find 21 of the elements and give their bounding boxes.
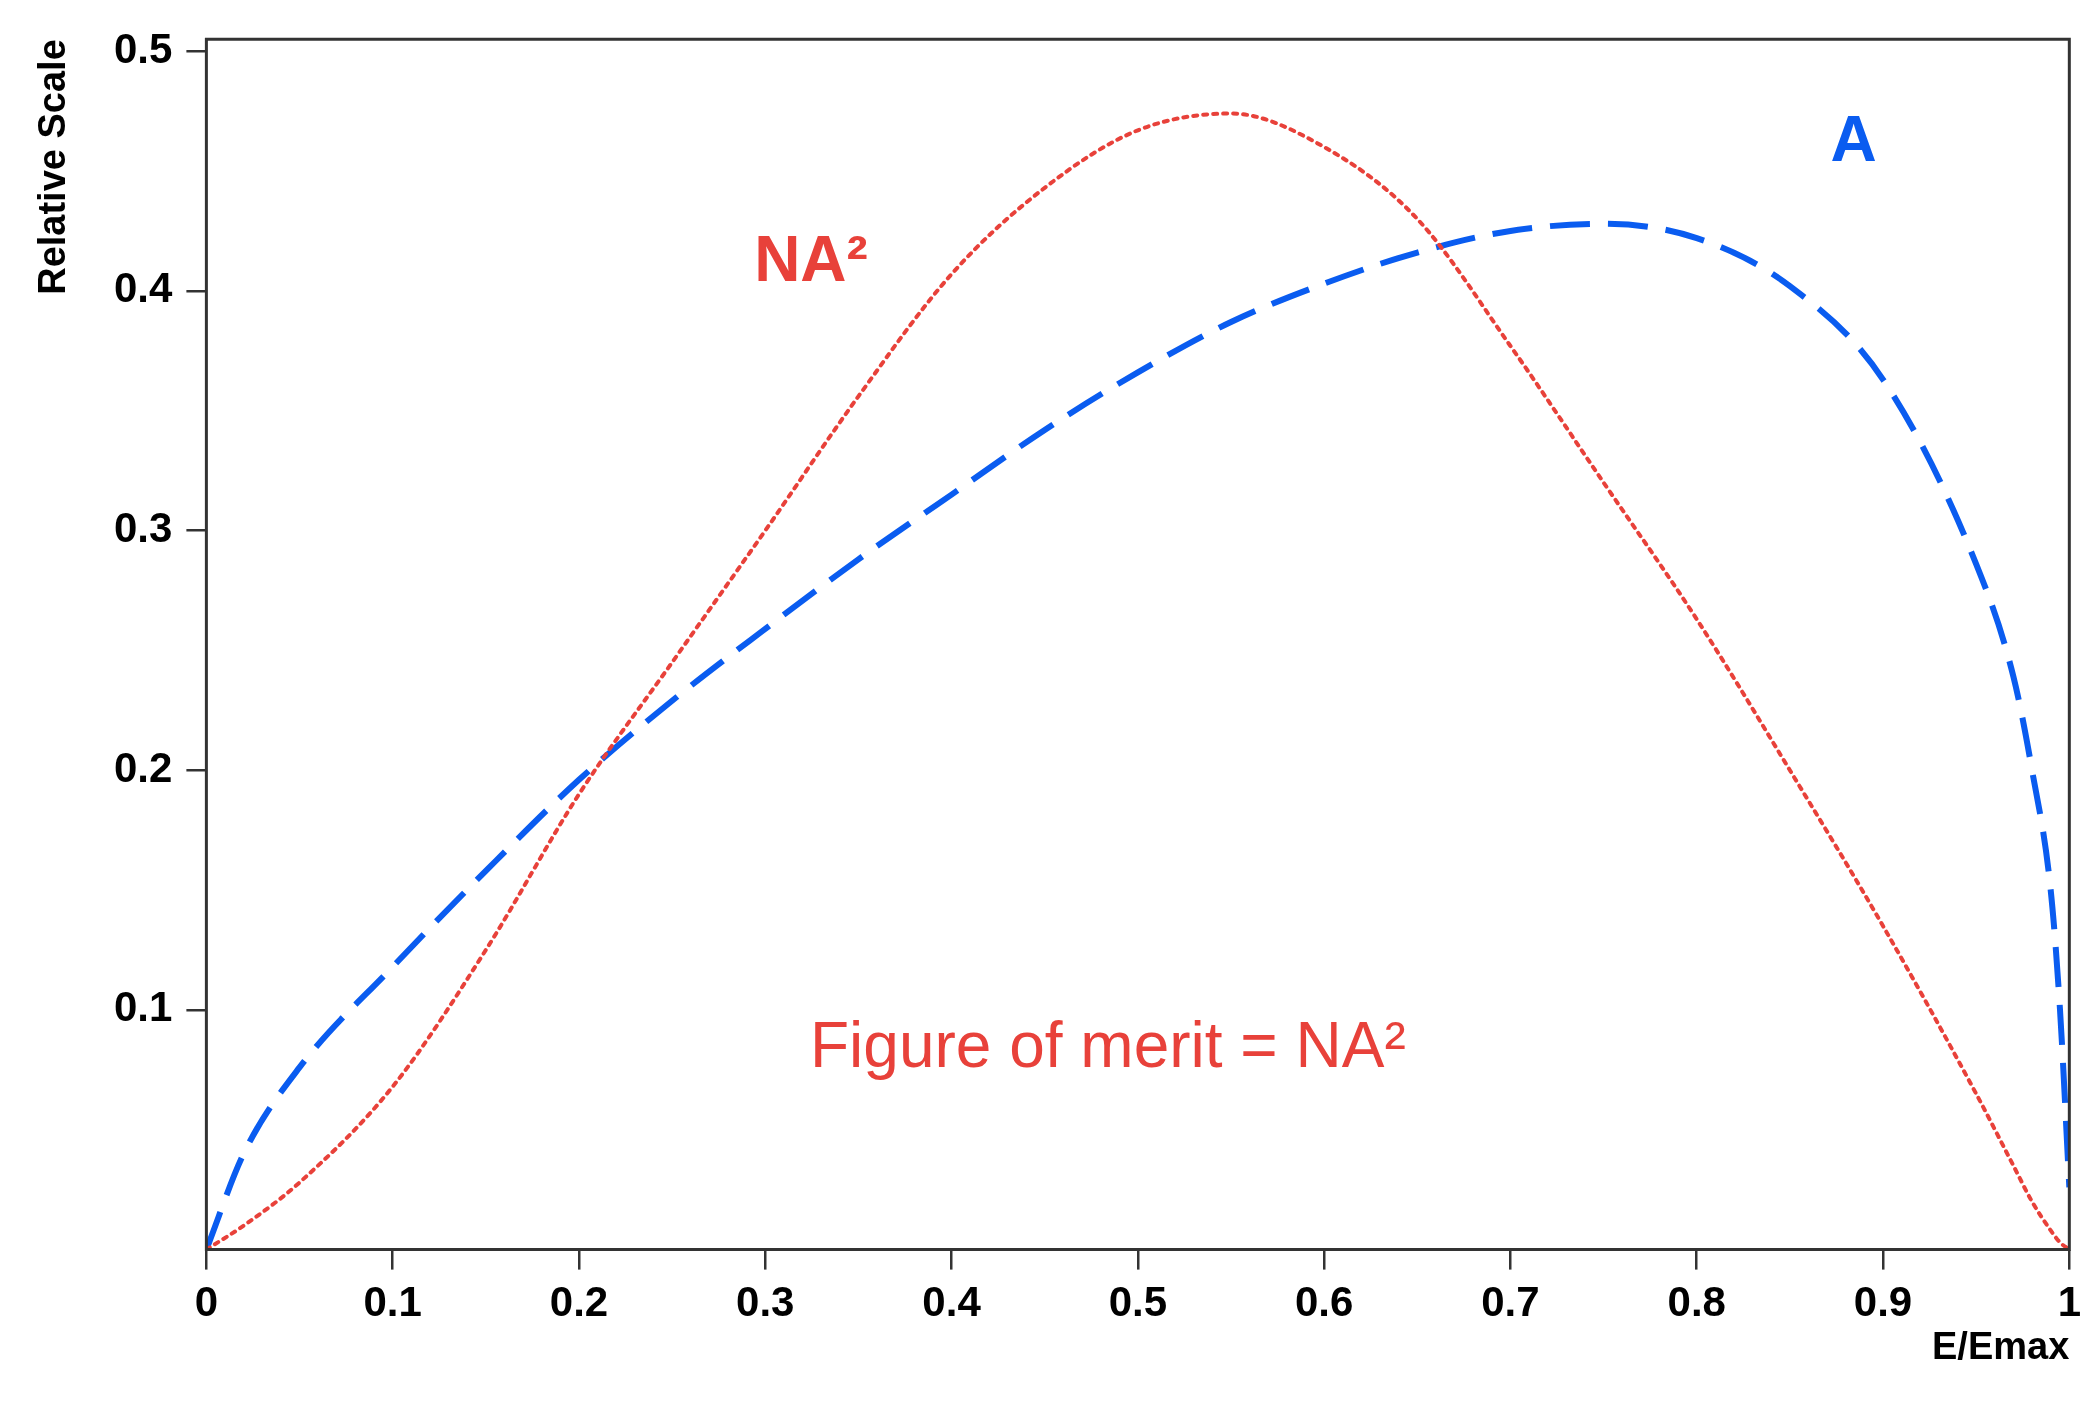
y-tick-label: 0.5: [114, 24, 173, 72]
x-tick-label: 0.4: [922, 1278, 982, 1326]
x-tick-label: 0.6: [1294, 1278, 1354, 1326]
x-tick-label: 0.5: [1108, 1278, 1168, 1326]
x-tick-label: 0: [194, 1278, 219, 1326]
x-tick-label: 0.1: [363, 1278, 422, 1326]
y-tick-label: 0.3: [114, 504, 173, 552]
annotation: Figure of merit = NA²: [809, 1009, 1406, 1082]
y-tick-label: 0.4: [114, 264, 174, 312]
series-label: A: [1830, 103, 1877, 176]
x-axis-title: E/Emax: [1932, 1325, 2070, 1368]
x-tick-label: 0.8: [1667, 1278, 1726, 1326]
x-tick-label: 0.7: [1481, 1278, 1540, 1326]
x-tick-label: 0.3: [736, 1278, 795, 1326]
y-axis-title: Relative Scale: [30, 39, 73, 295]
x-tick-label: 0.9: [1853, 1278, 1913, 1326]
x-tick-label: 0.2: [549, 1278, 609, 1326]
series-label: NA²: [754, 223, 868, 296]
y-tick-label: 0.2: [114, 743, 173, 791]
x-tick-label: 1: [2057, 1278, 2081, 1326]
y-tick-label: 0.1: [114, 983, 173, 1031]
